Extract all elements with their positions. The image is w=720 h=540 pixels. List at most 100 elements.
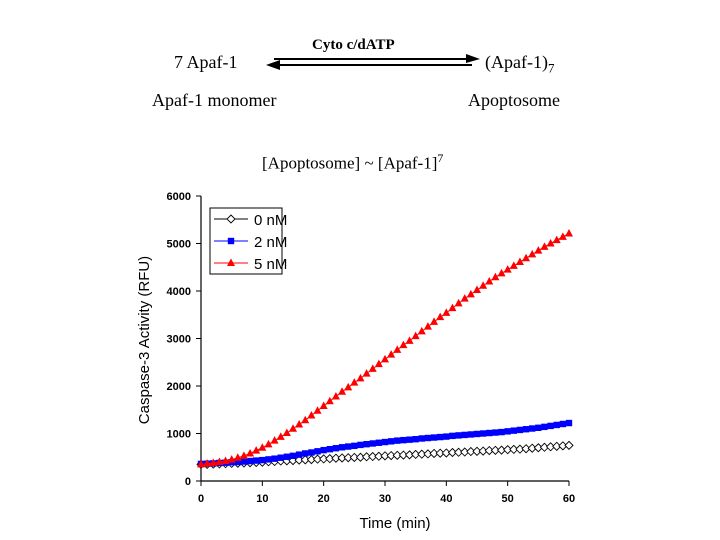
y-tick-label: 6000 bbox=[167, 191, 191, 203]
data-point bbox=[314, 448, 321, 455]
x-ticks: 0 10 20 30 40 50 60 bbox=[198, 481, 575, 505]
data-point bbox=[515, 257, 524, 266]
x-tick-label: 10 bbox=[256, 493, 268, 505]
data-point bbox=[265, 456, 272, 463]
data-point bbox=[503, 265, 512, 273]
data-point bbox=[418, 435, 425, 442]
data-point bbox=[325, 396, 334, 405]
series-0-nm bbox=[196, 440, 574, 470]
data-point bbox=[466, 289, 475, 298]
chart-legend: 0 nM 2 nM 5 nM bbox=[209, 207, 287, 275]
data-point bbox=[558, 232, 567, 240]
data-point bbox=[326, 445, 333, 453]
x-tick-label: 0 bbox=[198, 493, 204, 505]
data-point bbox=[454, 298, 463, 307]
data-point bbox=[301, 415, 310, 424]
data-point bbox=[320, 446, 327, 454]
product-label: (Apaf-1) bbox=[485, 52, 548, 72]
legend-label: 5 nM bbox=[254, 256, 287, 273]
data-point bbox=[497, 268, 506, 277]
data-point bbox=[350, 378, 359, 386]
data-point bbox=[564, 440, 574, 451]
legend-entry: 5 nM bbox=[214, 256, 287, 273]
data-point bbox=[283, 453, 291, 460]
data-point bbox=[504, 428, 511, 435]
data-point bbox=[271, 455, 278, 462]
data-point bbox=[295, 451, 303, 458]
data-point bbox=[442, 308, 451, 316]
y-tick-label: 1000 bbox=[167, 429, 191, 441]
equilibrium-arrows bbox=[266, 54, 480, 70]
data-point bbox=[233, 453, 242, 461]
relation-superscript: 7 bbox=[437, 151, 444, 165]
data-point bbox=[375, 439, 383, 446]
data-point bbox=[522, 253, 531, 262]
data-point bbox=[234, 458, 241, 466]
data-point bbox=[197, 459, 205, 468]
data-point bbox=[356, 373, 365, 382]
legend-label: 0 nM bbox=[254, 212, 287, 229]
data-point bbox=[516, 426, 524, 434]
data-point bbox=[510, 427, 517, 434]
data-point bbox=[430, 434, 438, 441]
data-point bbox=[209, 458, 218, 466]
data-point bbox=[448, 303, 457, 312]
data-point bbox=[338, 444, 346, 451]
data-point bbox=[547, 422, 554, 430]
data-point bbox=[351, 442, 358, 450]
data-point bbox=[423, 322, 432, 330]
data-point bbox=[344, 382, 353, 391]
y-tick-label: 0 bbox=[185, 476, 191, 488]
y-axis-label: Caspase-3 Activity (RFU) bbox=[136, 256, 153, 424]
x-tick-label: 20 bbox=[318, 493, 330, 505]
legend-label: 2 nM bbox=[254, 234, 287, 251]
data-point bbox=[473, 430, 481, 438]
data-point bbox=[443, 433, 450, 440]
data-point bbox=[363, 440, 370, 448]
data-point bbox=[308, 449, 315, 456]
data-point bbox=[332, 445, 340, 452]
data-point bbox=[345, 443, 352, 450]
data-point bbox=[486, 429, 493, 437]
data-point bbox=[357, 441, 364, 449]
data-point bbox=[381, 438, 389, 446]
x-tick-label: 60 bbox=[563, 493, 575, 505]
reactant-text: 7 Apaf-1 bbox=[174, 52, 238, 72]
data-point bbox=[412, 436, 419, 443]
data-point bbox=[430, 317, 439, 325]
data-point bbox=[387, 438, 395, 445]
data-point bbox=[313, 406, 322, 414]
data-point bbox=[394, 437, 401, 444]
x-axis-label: Time (min) bbox=[359, 515, 430, 532]
data-point bbox=[529, 425, 536, 432]
data-point bbox=[295, 419, 304, 428]
data-point bbox=[368, 364, 377, 372]
data-point bbox=[338, 387, 347, 395]
data-point bbox=[264, 439, 273, 448]
data-point bbox=[437, 433, 444, 441]
data-point bbox=[393, 345, 402, 353]
data-point bbox=[259, 456, 266, 464]
data-point bbox=[546, 239, 555, 247]
data-point bbox=[479, 281, 488, 289]
x-tick-label: 40 bbox=[440, 493, 452, 505]
data-point bbox=[246, 448, 255, 457]
x-tick-label: 50 bbox=[502, 493, 514, 505]
data-point bbox=[541, 423, 548, 431]
data-point bbox=[221, 456, 230, 465]
relation-label: [Apoptosome] ~ [Apaf-1] bbox=[262, 153, 438, 173]
data-point bbox=[460, 294, 469, 302]
legend-marker bbox=[226, 214, 236, 224]
data-point bbox=[455, 432, 462, 439]
data-point bbox=[528, 249, 537, 258]
cofactor-text: Cyto c/dATP bbox=[312, 37, 395, 53]
data-point bbox=[203, 459, 212, 467]
data-point bbox=[276, 432, 285, 440]
data-point bbox=[362, 369, 371, 377]
data-point bbox=[417, 326, 426, 335]
data-point bbox=[473, 285, 481, 294]
data-point bbox=[399, 340, 408, 349]
legend-marker bbox=[227, 258, 235, 266]
series-5-nm bbox=[197, 229, 573, 468]
